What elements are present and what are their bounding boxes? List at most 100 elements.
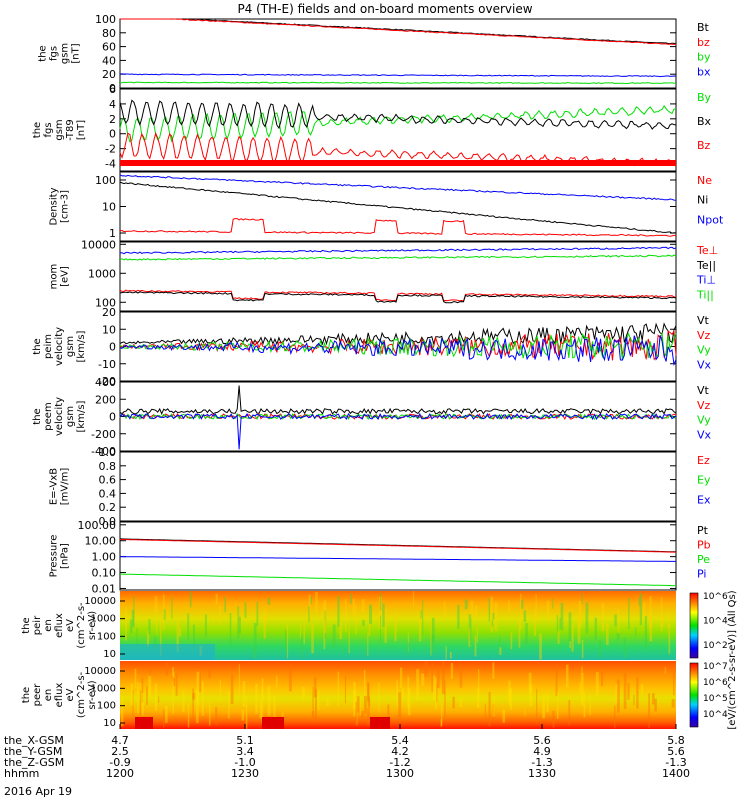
- y-tick-label: -10: [98, 358, 116, 371]
- y-tick-label: 6: [109, 83, 116, 96]
- spectrogram-streak: [508, 680, 511, 701]
- legend-label: Pb: [697, 539, 711, 552]
- spectrogram-streak: [668, 624, 671, 654]
- series-line-Bz: [119, 131, 677, 167]
- spectrogram-streak: [224, 596, 226, 613]
- spectrogram-streak: [187, 702, 190, 728]
- colorbar-tick-label: 10^4: [703, 617, 728, 627]
- spectrogram-streak: [303, 620, 305, 645]
- x-row-value: 4.9: [533, 745, 551, 758]
- legend-label: Te⊥: [696, 244, 718, 257]
- y-tick-label: 80: [102, 27, 116, 40]
- spectrogram-streak: [595, 672, 599, 697]
- y-tick-label: 10: [103, 649, 116, 660]
- spectrogram-streak: [356, 696, 360, 713]
- legend-label: By: [697, 91, 712, 104]
- y-axis-label-line: sr-eV): [87, 680, 98, 709]
- spectrogram-streak: [579, 682, 581, 696]
- legend-label: Ti||: [696, 288, 714, 301]
- spectrogram-streak: [529, 684, 533, 706]
- spectrogram-streak: [444, 680, 446, 717]
- spectrogram-streak: [242, 681, 246, 707]
- spectrogram-streak: [215, 593, 218, 605]
- spectrogram-streak: [420, 610, 422, 619]
- spectrogram-streak: [542, 693, 545, 719]
- y-tick-label: 200: [95, 393, 116, 406]
- spectrogram-streak: [348, 625, 350, 654]
- spectrogram-streak: [192, 692, 196, 700]
- spectrogram-streak: [172, 671, 175, 679]
- spectrogram-streak: [552, 598, 554, 609]
- colorbar-tick-label: 10^7: [703, 662, 728, 672]
- y-axis-label-line: fgs: [43, 122, 54, 137]
- spectrogram-streak: [449, 652, 452, 659]
- y-tick-label: 1.00: [92, 551, 117, 564]
- spectrogram-streak: [146, 686, 148, 705]
- spectrogram-streak: [412, 591, 415, 607]
- legend-label: Vx: [697, 358, 712, 371]
- spectrogram-streak: [468, 614, 472, 641]
- panel-fgs_detrend: -4 -2 0 2 4 6 By Bx Bz the fgs gsm -T89 [nT]: [32, 83, 712, 172]
- spectrogram-streak: [273, 693, 276, 721]
- x-row-value: 5.6: [667, 745, 685, 758]
- spectrogram-streak: [256, 601, 259, 626]
- y-tick-label: 0: [109, 128, 116, 141]
- y-axis-label-line: [cm-3]: [60, 190, 71, 223]
- spectrogram-streak: [284, 629, 287, 649]
- spectrogram-streak: [356, 697, 358, 726]
- spectrogram-streak: [581, 593, 583, 605]
- y-tick-label: 60: [102, 41, 116, 54]
- spectrogram-streak: [215, 707, 218, 725]
- y-axis-label-line: the: [32, 408, 43, 424]
- spectrogram-streak: [407, 676, 410, 709]
- spectrogram-streak: [671, 699, 675, 708]
- spectrogram-streak: [245, 696, 248, 729]
- spectrogram-streak: [134, 668, 137, 688]
- spectrogram-streak: [636, 677, 639, 709]
- spectrogram-streak: [300, 634, 303, 660]
- spectrogram-hot-spot: [262, 717, 284, 729]
- y-tick-label: 1.0: [99, 446, 117, 459]
- y-axis-label: the fgs gsm [nT]: [38, 43, 82, 64]
- spectrogram-streak: [162, 594, 165, 631]
- y-tick-label: 1: [109, 227, 116, 240]
- series-line-Te||: [119, 291, 677, 304]
- series-line-Te⊥: [119, 289, 676, 302]
- y-tick-label: 2: [109, 113, 116, 126]
- spectrogram-streak: [601, 602, 605, 631]
- spectrogram-streak: [416, 669, 420, 700]
- spectrogram-streak: [136, 627, 138, 650]
- y-axis-label-line: -T89: [65, 119, 76, 141]
- spectrogram-streak: [524, 710, 526, 717]
- y-tick-label: 20: [102, 68, 116, 81]
- spectrogram-streak: [132, 689, 134, 717]
- spectrogram-streak: [317, 689, 320, 710]
- spectrogram-streak: [581, 666, 583, 674]
- spectrogram-streak: [494, 602, 498, 632]
- axis-box: [119, 88, 677, 172]
- spectrogram-streak: [308, 594, 311, 624]
- spectrogram-streak: [464, 599, 468, 610]
- spectrogram-streak: [329, 699, 331, 706]
- spectrogram-streak: [492, 695, 495, 717]
- y-axis-label-line: (cm^2-s-: [76, 602, 87, 649]
- series-line-Vx: [119, 335, 677, 367]
- spectrogram-streak: [384, 608, 387, 643]
- legend-label: Bt: [697, 21, 710, 34]
- spectrogram-streak: [332, 624, 336, 648]
- y-tick-label: 0.6: [99, 474, 117, 487]
- panel-density: 1 10 100 Ne Ni Npot Density [cm-3]: [49, 171, 724, 242]
- spectrogram-streak: [509, 688, 513, 710]
- spectrogram-streak: [436, 669, 440, 689]
- spectrogram-streak: [499, 635, 501, 652]
- spectrogram-streak: [436, 684, 438, 703]
- spectrogram-streak: [673, 664, 675, 696]
- y-axis-label: Pressure [nPa]: [49, 535, 71, 578]
- x-row-value: 1400: [662, 767, 690, 780]
- spectrogram-streak: [614, 614, 617, 627]
- spectrogram-streak: [457, 604, 460, 630]
- x-row-label: hhmm: [4, 767, 39, 780]
- legend-label: Pi: [697, 568, 706, 581]
